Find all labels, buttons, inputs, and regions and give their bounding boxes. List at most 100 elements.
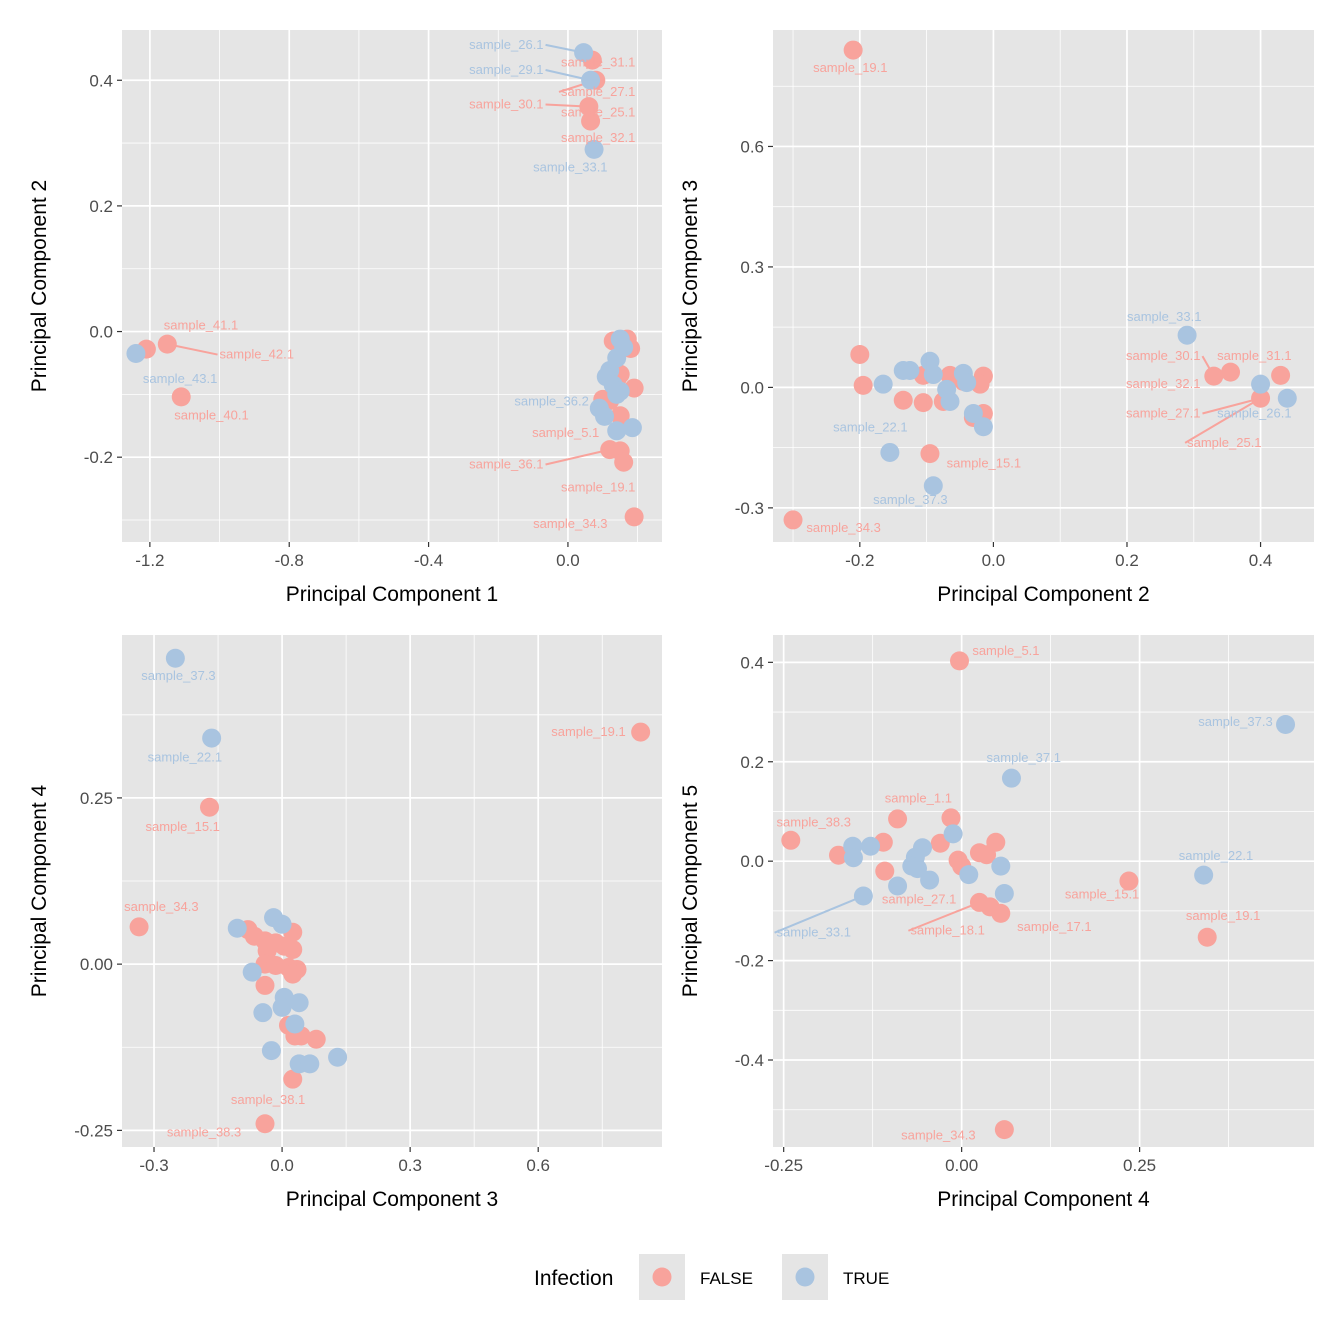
data-point-false: [157, 334, 177, 354]
point-label: sample_33.1: [533, 159, 607, 174]
data-point-true: [272, 997, 292, 1017]
x-tick-label: 0.6: [526, 1156, 550, 1175]
point-label: sample_31.1: [1217, 348, 1291, 363]
panel-2: -0.2 0.0 0.2 0.4 -0.3 0.0 0.3 0.6 Principal Comp…: [679, 30, 1314, 606]
y-axis-title: Principal Component 2: [28, 180, 51, 392]
point-label: sample_25.1: [1187, 435, 1261, 450]
data-point-true: [328, 1047, 348, 1067]
x-tick-label: 0.3: [398, 1156, 422, 1175]
point-label: sample_15.1: [947, 456, 1021, 471]
point-label: sample_30.1: [469, 97, 543, 112]
legend-key-dot: [795, 1267, 815, 1287]
y-axis-title: Principal Component 4: [28, 784, 51, 997]
point-label: sample_5.1: [532, 425, 599, 440]
data-point-true: [920, 870, 940, 890]
point-label: sample_19.1: [1186, 908, 1260, 923]
data-point-true: [227, 918, 247, 938]
data-point-false: [255, 975, 275, 995]
data-point-false: [1251, 388, 1271, 408]
point-label: sample_22.1: [833, 420, 907, 435]
x-tick-label: -0.8: [275, 551, 304, 570]
x-tick-label: 0.2: [1115, 551, 1139, 570]
data-point-false: [888, 809, 908, 829]
data-point-true: [165, 648, 185, 668]
y-tick-label: 0.4: [89, 71, 113, 90]
point-label: sample_15.1: [1065, 886, 1139, 901]
y-tick-label: 0.2: [740, 753, 764, 772]
point-label: sample_1.1: [885, 791, 952, 806]
data-point-true: [126, 344, 146, 364]
data-point-true: [622, 418, 642, 438]
y-tick-label: 0.0: [740, 852, 764, 871]
legend-label: FALSE: [700, 1269, 753, 1288]
data-point-false: [920, 444, 940, 464]
data-point-true: [853, 886, 873, 906]
data-point-true: [300, 1054, 320, 1074]
data-point-true: [584, 139, 604, 159]
y-tick-label: 0.4: [740, 653, 764, 672]
data-point-true: [595, 406, 615, 426]
data-point-false: [255, 1114, 275, 1134]
point-label: sample_43.1: [143, 371, 217, 386]
data-point-false: [893, 390, 913, 410]
x-tick-label: -0.2: [845, 551, 874, 570]
data-point-false: [306, 1029, 326, 1049]
panel-3: -0.3 0.0 0.3 0.6 -0.25 0.00 0.25 Principal Comp…: [28, 635, 662, 1211]
panel-background: [122, 635, 662, 1147]
data-point-false: [828, 845, 848, 865]
y-tick-label: 0.6: [740, 137, 764, 156]
y-tick-label: -0.3: [735, 499, 764, 518]
y-axis-title: Principal Component 3: [679, 180, 702, 392]
point-label: sample_33.1: [1127, 309, 1201, 324]
point-label: sample_17.1: [1017, 919, 1091, 934]
data-point-false: [994, 1120, 1014, 1140]
y-tick-label: -0.2: [735, 952, 764, 971]
data-point-false: [1197, 927, 1217, 947]
y-tick-label: 0.00: [80, 955, 113, 974]
data-point-true: [888, 876, 908, 896]
data-point-true: [285, 1014, 305, 1034]
data-point-true: [973, 417, 993, 437]
data-point-false: [986, 832, 1006, 852]
data-point-true: [1177, 325, 1197, 345]
data-point-true: [963, 403, 983, 423]
point-label: sample_38.3: [167, 1124, 241, 1139]
panel-4: -0.25 0.00 0.25 -0.4 -0.2 0.0 0.2 0.4 Principal …: [679, 635, 1314, 1211]
data-point-false: [991, 903, 1011, 923]
data-point-false: [913, 393, 933, 413]
point-label: sample_36.2: [514, 394, 588, 409]
point-label: sample_34.3: [533, 516, 607, 531]
x-axis-title: Principal Component 4: [937, 1188, 1150, 1211]
data-point-true: [991, 856, 1011, 876]
data-point-false: [614, 452, 634, 472]
x-tick-label: 0.00: [945, 1156, 978, 1175]
y-tick-label: -0.4: [735, 1051, 764, 1070]
data-point-true: [242, 962, 262, 982]
point-label: sample_34.3: [901, 1128, 975, 1143]
y-tick-label: 0.25: [80, 789, 113, 808]
point-label: sample_33.1: [777, 925, 851, 940]
point-label: sample_34.3: [806, 520, 880, 535]
data-point-false: [950, 651, 970, 671]
data-point-false: [781, 830, 801, 850]
data-point-true: [574, 43, 594, 63]
label-leader-line: [774, 895, 864, 934]
data-point-true: [873, 374, 893, 394]
data-point-true: [1251, 374, 1271, 394]
x-tick-label: 0.4: [1249, 551, 1273, 570]
y-tick-label: 0.2: [89, 197, 113, 216]
point-label: sample_18.1: [910, 923, 984, 938]
data-point-false: [624, 507, 644, 527]
data-point-true: [880, 442, 900, 462]
point-label: sample_15.1: [145, 819, 219, 834]
data-point-true: [943, 824, 963, 844]
data-point-false: [783, 510, 803, 530]
data-point-false: [200, 797, 220, 817]
x-tick-label: 0.0: [982, 551, 1006, 570]
data-point-true: [289, 993, 309, 1013]
point-label: sample_38.3: [777, 814, 851, 829]
point-label: sample_37.3: [141, 668, 215, 683]
point-label: sample_40.1: [174, 407, 248, 422]
point-label: sample_27.1: [561, 84, 635, 99]
